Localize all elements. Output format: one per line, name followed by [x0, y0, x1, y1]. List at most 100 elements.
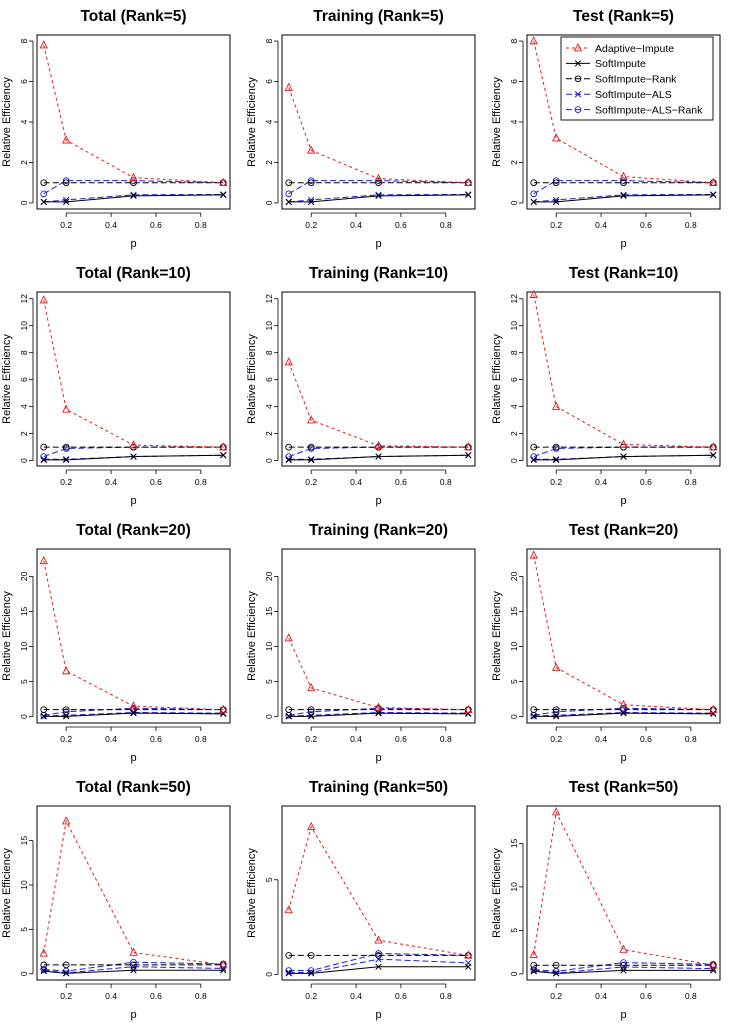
series-line [43, 180, 224, 195]
x-tick-label: 0.6 [395, 991, 407, 1001]
y-tick-label: 10 [509, 882, 519, 892]
data-point [529, 36, 538, 45]
legend-marker [573, 42, 583, 52]
data-point [374, 440, 383, 450]
data-point [530, 706, 538, 714]
x-tick-label: 0.2 [60, 477, 72, 487]
y-axis-label: Relative Efficiency [246, 591, 258, 681]
series-line [533, 454, 714, 461]
series-1 [529, 36, 718, 186]
y-tick-label: 4 [509, 404, 519, 409]
y-tick-label: 0 [19, 971, 29, 976]
series-line [43, 966, 224, 974]
panel-title: Total (Rank=50) [76, 779, 191, 796]
y-tick-label: 8 [19, 38, 29, 43]
series-line [288, 825, 469, 956]
data-point [530, 456, 537, 464]
chart-panel-2: Training (Rank=5) 0.2 0.4 0.6 0.8 p 0 2 4 6 8 Relat… [246, 8, 476, 250]
plot-frame [526, 805, 721, 981]
data-point [285, 179, 293, 187]
data-point [284, 82, 293, 91]
data-point [62, 135, 71, 144]
data-point [619, 699, 628, 709]
y-axis-label: Relative Efficiency [491, 334, 503, 424]
data-point [307, 177, 315, 185]
series-line [533, 555, 714, 711]
panel-title: Training (Rank=50) [309, 779, 448, 796]
chart-panel-10: Total (Rank=50) 0.2 0.4 0.6 0.8 p 0 5 10 15 Relati… [1, 779, 231, 1021]
data-point [63, 456, 70, 464]
y-tick-label: 8 [264, 38, 274, 43]
x-tick-label: 0.8 [685, 477, 697, 487]
series-1 [39, 295, 228, 451]
x-tick-label: 0.4 [105, 734, 117, 744]
series-line [288, 446, 469, 458]
series-line [43, 560, 224, 711]
series-2 [40, 710, 227, 720]
y-tick-label: 4 [264, 404, 274, 409]
y-tick-label: 15 [264, 606, 274, 616]
data-point [130, 453, 137, 460]
series-1 [529, 550, 718, 713]
series-1 [284, 82, 473, 186]
y-tick-label: 5 [264, 679, 274, 684]
y-tick-label: 4 [19, 404, 29, 409]
data-point [130, 961, 137, 969]
x-tick-label: 0.4 [105, 477, 117, 487]
series-2 [285, 191, 472, 206]
data-point [308, 969, 315, 976]
data-point [375, 963, 382, 970]
series-line [533, 40, 714, 184]
x-axis-label: p [620, 495, 626, 507]
x-tick-label: 0.8 [685, 734, 697, 744]
legend-marker [574, 106, 582, 113]
data-point [374, 173, 383, 182]
x-axis-label: p [375, 752, 381, 764]
y-tick-label: 2 [509, 431, 519, 436]
chart-panel-7: Total (Rank=20) 0.2 0.4 0.6 0.8 p 0 5 10 15 20 Rela… [1, 522, 231, 764]
data-point [63, 713, 70, 720]
data-point [219, 704, 228, 713]
data-point [40, 713, 47, 720]
y-tick-label: 2 [509, 160, 519, 165]
series-line [43, 961, 224, 972]
series-2 [530, 191, 717, 206]
data-point [552, 807, 561, 816]
data-point [40, 190, 48, 198]
legend-marker [574, 60, 582, 67]
legend-label: Adaptive−Impute [595, 43, 674, 55]
x-axis-label: p [130, 238, 136, 250]
x-axis-label: p [620, 752, 626, 764]
data-point [709, 960, 718, 969]
series-line [288, 966, 469, 974]
data-point [284, 357, 293, 366]
x-tick-label: 0.6 [150, 477, 162, 487]
x-axis-label: p [620, 1009, 626, 1021]
data-point [374, 935, 383, 944]
y-tick-label: 0 [509, 458, 519, 463]
panel-title: Total (Rank=20) [76, 522, 191, 539]
data-point [530, 968, 537, 975]
data-point [552, 961, 560, 969]
chart-panel-11: Training (Rank=50) 0.2 0.4 0.6 0.8 p 0 5 Relativ… [246, 779, 476, 1021]
series-4 [285, 191, 472, 206]
y-tick-label: 8 [19, 350, 29, 355]
data-point [220, 191, 227, 198]
x-tick-label: 0.4 [105, 991, 117, 1001]
data-point [620, 192, 627, 200]
y-tick-label: 6 [264, 377, 274, 382]
x-tick-label: 0.4 [350, 477, 362, 487]
data-point [375, 192, 382, 200]
legend-marker [574, 91, 582, 98]
y-tick-label: 2 [264, 431, 274, 436]
series-line [288, 180, 469, 195]
series-3 [285, 706, 472, 714]
data-point [465, 191, 472, 198]
y-tick-label: 4 [509, 119, 519, 124]
series-line [43, 969, 224, 974]
data-point [129, 701, 138, 710]
data-point [308, 712, 315, 719]
series-line [43, 193, 224, 203]
data-point [375, 191, 382, 198]
